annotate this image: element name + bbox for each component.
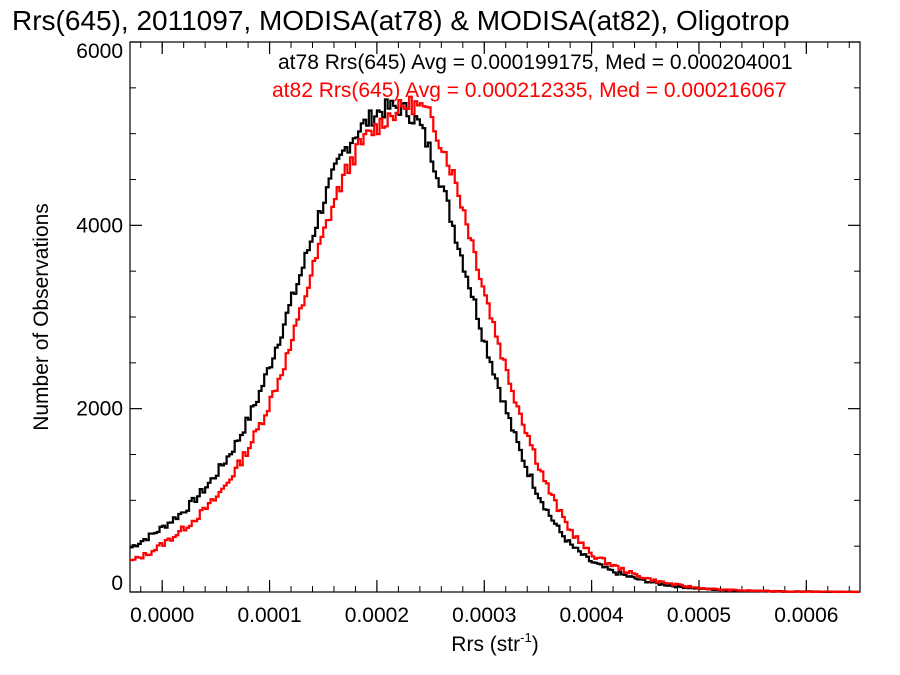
x-tick-label: 0.0005 [667,604,731,627]
plot-area [129,41,861,593]
x-axis-label: Rrs (str-1) [451,630,538,656]
x-axis-label-close: ) [532,633,539,656]
axis-ticks: 0.0000 0.0001 0.0002 0.0003 0.0004 0.0005 0.00… [76,40,860,627]
series-layer [130,95,860,594]
y-tick-label: 0 [111,572,123,595]
x-tick-label: 0.0001 [237,604,301,627]
chart-title: Rrs(645), 2011097, MODISA(at78) & MODISA… [12,5,790,36]
x-axis-label-text: Rrs (str [451,633,520,656]
y-tick-label: 4000 [76,214,123,237]
y-tick-label: 6000 [76,40,123,63]
x-axis-label-superscript: -1 [520,630,532,645]
legend-entry-at82: at82 Rrs(645) Avg = 0.000212335, Med = 0… [272,79,787,102]
x-tick-label: 0.0004 [560,604,625,627]
y-axis-label: Number of Observations [30,203,53,431]
series-line-at78 [130,98,860,594]
x-tick-label: 0.0006 [774,604,838,627]
legend-entry-at78: at78 Rrs(645) Avg = 0.000199175, Med = 0… [278,51,793,74]
x-tick-label: 0.0000 [130,604,194,627]
plot-frame [129,41,861,593]
x-tick-label: 0.0003 [452,604,516,627]
y-tick-label: 2000 [76,398,123,421]
x-tick-label: 0.0002 [345,604,409,627]
series-line-at82 [130,95,860,594]
